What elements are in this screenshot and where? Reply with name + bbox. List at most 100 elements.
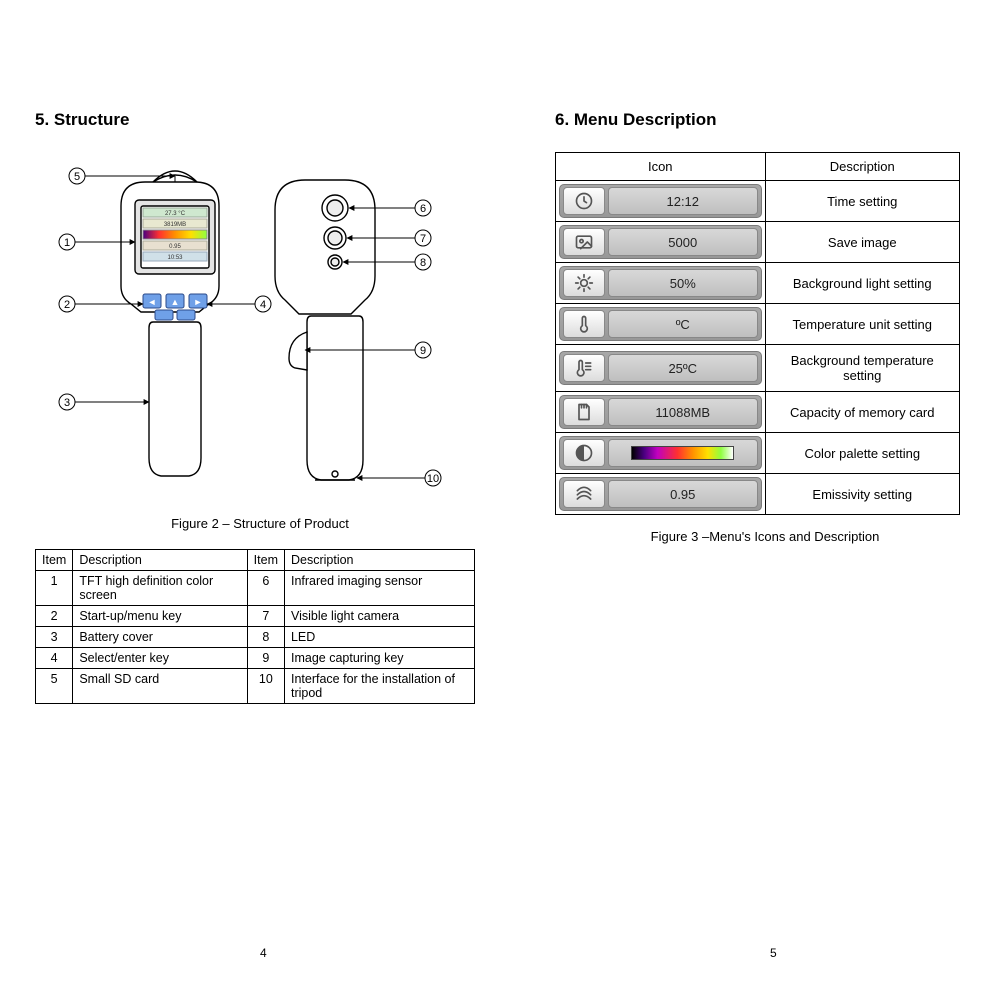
item-desc: TFT high definition color screen bbox=[73, 571, 247, 606]
table-row: 12:12Time setting bbox=[556, 181, 960, 222]
item-desc: Select/enter key bbox=[73, 648, 247, 669]
menu-table: Icon Description 12:12Time setting5000Sa… bbox=[555, 152, 960, 515]
page-number-4: 4 bbox=[260, 946, 267, 960]
screen-temp: 27.3 °C bbox=[165, 211, 186, 217]
menu-desc: Temperature unit setting bbox=[765, 304, 959, 345]
svg-text:4: 4 bbox=[260, 299, 266, 311]
section-6-heading: 6. Menu Description bbox=[555, 110, 975, 130]
menu-desc: Emissivity setting bbox=[765, 474, 959, 515]
page-5: 6. Menu Description Icon Description 12:… bbox=[555, 110, 975, 544]
menu-icon-cell: 50% bbox=[556, 263, 766, 304]
structure-diagram: 27.3 °C 3819MB 0.95 10:53 bbox=[35, 152, 475, 512]
page-4: 5. Structure 27.3 ° bbox=[35, 110, 485, 704]
item-desc: Battery cover bbox=[73, 627, 247, 648]
svg-text:3: 3 bbox=[64, 397, 70, 409]
menu-icon-cell: ºC bbox=[556, 304, 766, 345]
item-desc: Image capturing key bbox=[284, 648, 474, 669]
menu-value: ºC bbox=[608, 310, 758, 338]
table-row: ºCTemperature unit setting bbox=[556, 304, 960, 345]
table-row: 0.95Emissivity setting bbox=[556, 474, 960, 515]
svg-text:5: 5 bbox=[74, 171, 80, 183]
table-row: 5Small SD card10Interface for the instal… bbox=[36, 669, 475, 704]
item-num: 9 bbox=[247, 648, 284, 669]
thermo-icon bbox=[563, 310, 605, 338]
svg-text:►: ► bbox=[194, 297, 203, 307]
menu-desc: Save image bbox=[765, 222, 959, 263]
menu-value: 11088MB bbox=[608, 398, 758, 426]
menu-value: 50% bbox=[608, 269, 758, 297]
menu-icon-cell: 11088MB bbox=[556, 392, 766, 433]
item-num: 5 bbox=[36, 669, 73, 704]
menu-value: 12:12 bbox=[608, 187, 758, 215]
svg-text:▲: ▲ bbox=[171, 297, 180, 307]
table-row: 50%Background light setting bbox=[556, 263, 960, 304]
menu-desc: Time setting bbox=[765, 181, 959, 222]
table-row: Color palette setting bbox=[556, 433, 960, 474]
screen-time: 10:53 bbox=[167, 255, 183, 261]
table-row: 1TFT high definition color screen6Infrar… bbox=[36, 571, 475, 606]
item-num: 3 bbox=[36, 627, 73, 648]
table-row: 4Select/enter key9Image capturing key bbox=[36, 648, 475, 669]
struct-h2: Item bbox=[247, 550, 284, 571]
menu-icon-cell: 25ºC bbox=[556, 345, 766, 392]
table-row: 25ºCBackground temperature setting bbox=[556, 345, 960, 392]
emiss-icon bbox=[563, 480, 605, 508]
structure-svg: 27.3 °C 3819MB 0.95 10:53 bbox=[35, 152, 475, 512]
struct-h1: Description bbox=[73, 550, 247, 571]
table-row: 2Start-up/menu key7Visible light camera bbox=[36, 606, 475, 627]
item-num: 4 bbox=[36, 648, 73, 669]
item-desc: Interface for the installation of tripod bbox=[284, 669, 474, 704]
item-num: 8 bbox=[247, 627, 284, 648]
item-desc: Start-up/menu key bbox=[73, 606, 247, 627]
page-number-5: 5 bbox=[770, 946, 777, 960]
svg-text:10: 10 bbox=[427, 473, 439, 485]
menu-desc: Background temperature setting bbox=[765, 345, 959, 392]
item-desc: Infrared imaging sensor bbox=[284, 571, 474, 606]
table-row: 5000Save image bbox=[556, 222, 960, 263]
svg-text:9: 9 bbox=[420, 345, 426, 357]
brightness-icon bbox=[563, 269, 605, 297]
item-num: 7 bbox=[247, 606, 284, 627]
palette-icon bbox=[563, 439, 605, 467]
menu-desc: Color palette setting bbox=[765, 433, 959, 474]
menu-value bbox=[608, 439, 758, 467]
svg-text:6: 6 bbox=[420, 203, 426, 215]
figure-3-caption: Figure 3 –Menu's Icons and Description bbox=[555, 529, 975, 544]
item-num: 2 bbox=[36, 606, 73, 627]
svg-text:◄: ◄ bbox=[148, 297, 157, 307]
section-5-heading: 5. Structure bbox=[35, 110, 485, 130]
menu-h1: Description bbox=[765, 153, 959, 181]
table-row: 11088MBCapacity of memory card bbox=[556, 392, 960, 433]
menu-value: 0.95 bbox=[608, 480, 758, 508]
svg-text:8: 8 bbox=[420, 257, 426, 269]
item-num: 1 bbox=[36, 571, 73, 606]
menu-h0: Icon bbox=[556, 153, 766, 181]
menu-desc: Background light setting bbox=[765, 263, 959, 304]
struct-h0: Item bbox=[36, 550, 73, 571]
sdcard-icon bbox=[563, 398, 605, 426]
svg-text:2: 2 bbox=[64, 299, 70, 311]
menu-value: 5000 bbox=[608, 228, 758, 256]
struct-h3: Description bbox=[284, 550, 474, 571]
menu-desc: Capacity of memory card bbox=[765, 392, 959, 433]
menu-icon-cell bbox=[556, 433, 766, 474]
item-num: 6 bbox=[247, 571, 284, 606]
palette-strip bbox=[631, 446, 734, 460]
item-num: 10 bbox=[247, 669, 284, 704]
menu-icon-cell: 5000 bbox=[556, 222, 766, 263]
item-desc: Visible light camera bbox=[284, 606, 474, 627]
clock-icon bbox=[563, 187, 605, 215]
menu-icon-cell: 12:12 bbox=[556, 181, 766, 222]
screen-mem: 3819MB bbox=[164, 222, 186, 228]
item-desc: Small SD card bbox=[73, 669, 247, 704]
image-icon bbox=[563, 228, 605, 256]
menu-value: 25ºC bbox=[608, 354, 758, 382]
item-desc: LED bbox=[284, 627, 474, 648]
svg-text:7: 7 bbox=[420, 233, 426, 245]
svg-text:1: 1 bbox=[64, 237, 70, 249]
figure-2-caption: Figure 2 – Structure of Product bbox=[35, 516, 485, 531]
table-row: 3Battery cover8LED bbox=[36, 627, 475, 648]
structure-table: Item Description Item Description 1TFT h… bbox=[35, 549, 475, 704]
menu-icon-cell: 0.95 bbox=[556, 474, 766, 515]
bgtemp-icon bbox=[563, 354, 605, 382]
